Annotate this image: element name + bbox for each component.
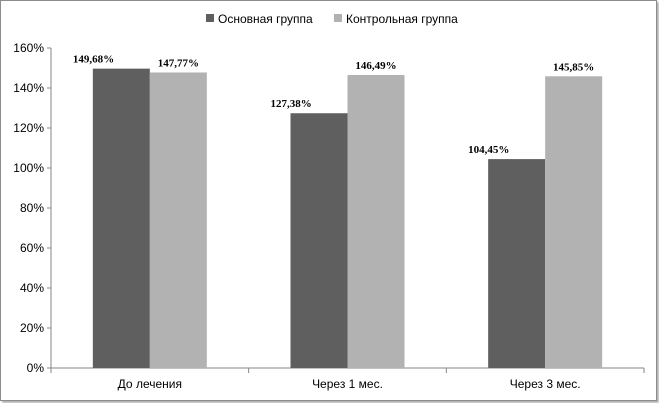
bar-main [290, 113, 348, 369]
data-label: 104,45% [468, 144, 509, 156]
data-labels: 149,68% 127,38% 104,45% 147,77% 146,49% 145,8… [73, 54, 594, 156]
legend-swatch-control [334, 14, 342, 22]
y-tick-label: 140% [13, 81, 44, 95]
bar-main [92, 68, 150, 368]
y-tick-label: 0% [27, 361, 45, 375]
legend-label-main: Основная группа [218, 12, 313, 26]
legend-swatch-main [206, 14, 214, 22]
y-tick-label: 100% [13, 161, 44, 175]
bar-control [545, 76, 603, 369]
legend-label-control: Контрольная группа [346, 12, 458, 26]
x-tick-label: Через 3 мес. [510, 377, 581, 391]
data-label: 149,68% [73, 54, 114, 66]
bar-control [149, 72, 207, 369]
y-tick-label: 160% [13, 41, 44, 55]
data-label: 147,77% [158, 57, 199, 69]
bar-main [488, 159, 546, 368]
data-label: 145,85% [553, 61, 594, 73]
y-tick-label: 60% [20, 241, 44, 255]
y-tick-label: 20% [20, 321, 44, 335]
x-tick-label: До лечения [118, 377, 182, 391]
data-label: 127,38% [271, 98, 312, 110]
y-tick-label: 40% [20, 281, 44, 295]
y-tick-label: 120% [13, 121, 44, 135]
x-tick-label: Через 1 мес. [312, 377, 383, 391]
y-tick-label: 80% [20, 201, 44, 215]
bar-control [347, 75, 405, 369]
bars [92, 68, 603, 369]
legend: Основная группа Контрольная группа [206, 12, 458, 26]
data-label: 146,49% [355, 60, 396, 72]
